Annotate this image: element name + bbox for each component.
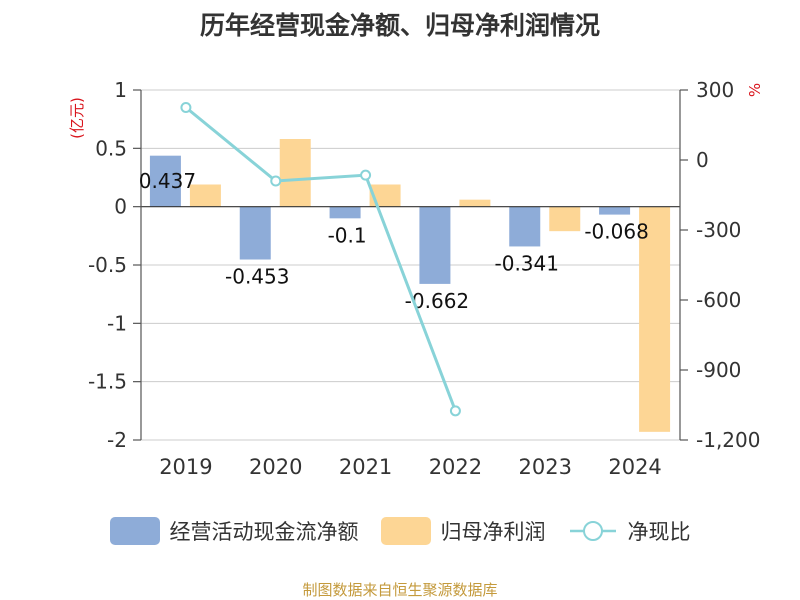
point-ratio — [360, 169, 372, 181]
x-tick-label: 2024 — [608, 455, 661, 479]
legend-label-profit: 归母净利润 — [440, 520, 546, 544]
y-right-tick-label: 0 — [696, 148, 709, 172]
data-label-ocf: -0.1 — [328, 223, 367, 247]
bar-profit-2020 — [279, 139, 311, 207]
bar-ocf-2022 — [419, 206, 451, 284]
legend: 经营活动现金流净额 归母净利润 净现比 — [0, 516, 800, 546]
y-left-tick-label: -1.5 — [88, 370, 127, 394]
legend-swatch-profit — [380, 517, 431, 545]
legend-label-ratio: 净现比 — [627, 520, 691, 544]
legend-item-profit[interactable]: 归母净利润 — [380, 516, 546, 546]
point-ratio — [180, 102, 192, 113]
data-label-ocf: -0.341 — [495, 251, 559, 275]
y-right-tick-label: -300 — [696, 218, 741, 242]
legend-swatch-ocf — [109, 517, 160, 545]
bar-ocf-2019 — [149, 155, 181, 207]
point-ratio — [270, 175, 282, 187]
y-right-tick-label: -1,200 — [696, 428, 760, 452]
y-left-tick-label: 0.5 — [95, 136, 127, 160]
x-tick-label: 2023 — [519, 455, 572, 479]
y-left-unit: (亿元) — [68, 97, 86, 139]
bar-ocf-2021 — [329, 206, 361, 219]
data-label-ocf: 0.437 — [139, 169, 196, 193]
y-right-tick-label: -900 — [696, 358, 741, 382]
chart-canvas: 1 0.5 0 -0.5 -1 -1.5 -2 300 0 -300 -600 -900 -1,200 (… — [68, 78, 764, 479]
y-right-tick-label: -600 — [696, 288, 741, 312]
y-right-unit: % — [746, 83, 764, 97]
legend-label-ocf: 经营活动现金流净额 — [169, 520, 359, 544]
bar-ocf-2020 — [239, 206, 271, 260]
bar-profit-2024 — [639, 206, 671, 432]
bar-ocf-2024 — [599, 206, 631, 215]
bar-profit-2021 — [369, 184, 401, 207]
y-left-tick-label: 1 — [114, 78, 127, 102]
bar-profit-2023 — [549, 206, 581, 232]
y-left-tick-label: -2 — [107, 428, 127, 452]
x-tick-label: 2020 — [249, 455, 302, 479]
legend-swatch-ratio — [569, 521, 616, 541]
bar-ocf-2023 — [509, 206, 541, 247]
data-label-ocf: -0.068 — [584, 220, 648, 244]
y-left-tick-label: -0.5 — [88, 253, 127, 277]
source-note: 制图数据来自恒生聚源数据库 — [302, 581, 498, 599]
legend-item-ratio[interactable]: 净现比 — [568, 516, 691, 546]
point-ratio — [449, 405, 461, 417]
line-ratio — [184, 106, 457, 412]
legend-item-ocf[interactable]: 经营活动现金流净额 — [109, 516, 359, 546]
x-tick-label: 2022 — [429, 455, 482, 479]
bar-profit-2022 — [459, 199, 491, 207]
chart-title: 历年经营现金净额、归母净利润情况 — [199, 11, 600, 40]
x-tick-label: 2019 — [159, 455, 212, 479]
y-right-tick-label: 300 — [696, 78, 734, 102]
bar-profit-2019 — [189, 184, 221, 207]
y-left-tick-label: -1 — [107, 311, 127, 335]
data-label-ocf: -0.453 — [225, 265, 289, 289]
y-left-tick-label: 0 — [114, 195, 127, 219]
x-tick-label: 2021 — [339, 455, 392, 479]
